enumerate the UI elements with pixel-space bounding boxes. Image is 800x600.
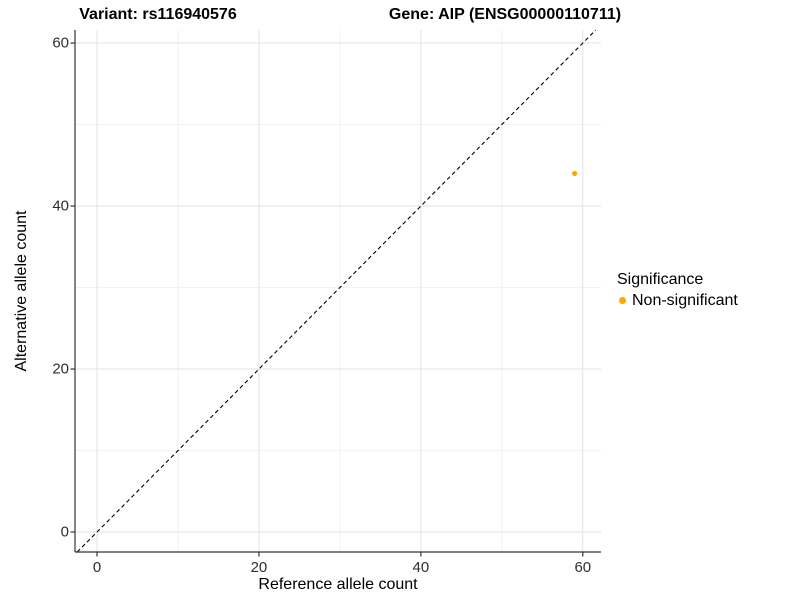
- x-tick-label: 60: [574, 559, 592, 576]
- x-tick-label: 20: [250, 559, 268, 576]
- plot-title-variant: Variant: rs116940576: [79, 6, 237, 23]
- identity-dashed-line: [76, 29, 597, 553]
- x-tick-label: 0: [92, 559, 102, 576]
- data-point: [572, 170, 578, 177]
- y-tick-label: 20: [52, 360, 69, 378]
- x-tick-label: 40: [412, 559, 430, 576]
- plot-title-gene: Gene: AIP (ENSG00000110711): [388, 6, 622, 23]
- legend-entry: Non-significant: [617, 291, 738, 310]
- legend-entry-label: Non-significant: [632, 292, 738, 309]
- y-tick-label: 0: [60, 523, 69, 541]
- y-tick-label: 40: [52, 197, 69, 215]
- legend: Significance Non-significant: [617, 270, 738, 310]
- y-axis-title: Alternative allele count: [13, 210, 30, 372]
- x-axis-title: Reference allele count: [258, 576, 418, 593]
- y-tick-label: 60: [52, 34, 69, 52]
- legend-title: Significance: [617, 271, 704, 288]
- legend-entries: Non-significant: [617, 291, 738, 310]
- legend-point-icon: [619, 297, 626, 304]
